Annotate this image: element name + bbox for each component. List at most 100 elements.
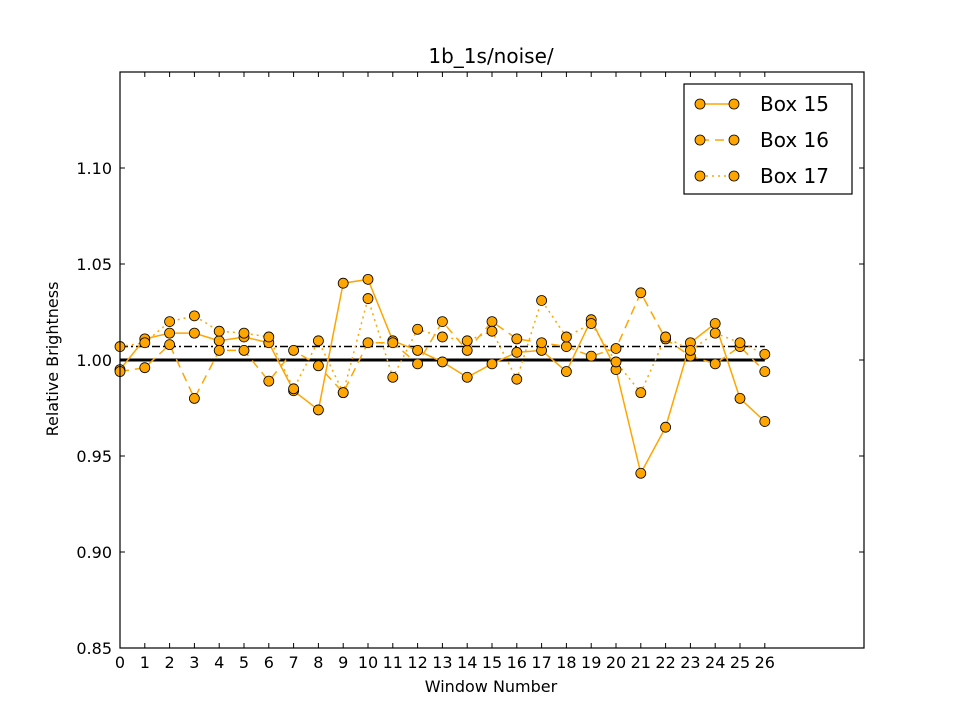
data-point-s3-8 [312,335,324,347]
x-tick-label-3: 3 [189,653,199,672]
data-point-s1-4 [213,335,225,347]
data-point-s1-18 [561,366,572,377]
data-point-s1-22 [660,421,671,433]
x-tick-label-10: 10 [358,653,378,672]
data-point-s3-26 [759,348,771,360]
data-point-s3-1 [139,337,151,349]
plot-area: 0 1 2 3 4 5 6 7 8 9 10 11 12 13 14 15 16 17 18 19 20 21 22 23 24… [76,71,865,672]
data-point-s3-16 [511,373,523,385]
x-tick-label-19: 19 [581,653,601,672]
data-point-s2-11 [387,337,399,349]
data-point-s3-24 [709,327,721,339]
data-point-s1-8 [312,404,324,416]
data-point-s2-14 [461,344,473,356]
data-point-s3-25 [734,337,746,349]
legend-label-1: Box 15 [760,92,829,116]
x-tick-label-25: 25 [730,653,750,672]
data-point-s2-8 [312,360,324,372]
data-point-s2-26 [759,366,771,377]
x-tick-label-7: 7 [289,653,299,672]
data-point-s2-19 [585,350,597,362]
x-tick-label-5: 5 [239,653,249,672]
x-tick-label-18: 18 [556,653,576,672]
data-point-s3-4 [213,325,225,337]
data-point-s2-4 [213,344,225,356]
data-point-s1-26 [759,416,771,427]
data-point-s1-25 [734,392,746,404]
data-point-s3-12 [412,323,424,335]
data-point-s1-3 [188,327,200,339]
x-tick-label-15: 15 [482,653,502,672]
data-point-s3-13 [436,331,448,343]
x-tick-label-12: 12 [407,653,427,672]
data-point-s2-13 [436,316,448,328]
data-point-s3-15 [486,325,498,337]
data-point-s2-10 [362,337,374,349]
data-point-s3-3 [188,310,200,322]
y-tick-label-4: 1.05 [76,255,112,274]
data-point-s3-23 [685,344,696,356]
data-point-s1-10 [362,273,374,285]
x-tick-label-14: 14 [457,653,477,672]
data-point-s3-9 [337,387,349,399]
x-tick-label-9: 9 [338,653,348,672]
legend-marker-a-2 [694,134,706,146]
data-point-s1-15 [486,358,498,370]
legend-marker-b-2 [728,134,740,146]
legend-marker-a-3 [694,170,706,182]
data-point-s2-6 [263,375,275,387]
data-point-s2-16 [511,333,523,345]
x-tick-label-1: 1 [140,653,150,672]
data-point-s2-2 [164,339,176,351]
x-tick-label-23: 23 [680,653,700,672]
legend: Box 15 Box 16 Box 17 [683,83,853,195]
data-point-s2-7 [288,344,300,356]
y-tick-label-5: 1.10 [76,159,112,178]
data-point-s2-1 [139,362,151,374]
y-tick-label-3: 1.00 [76,351,112,370]
chart-title: 1b_1s/noise/ [428,44,553,68]
data-point-s1-14 [461,371,473,383]
data-point-s1-16 [511,346,523,358]
x-tick-label-2: 2 [165,653,175,672]
data-point-s2-3 [188,392,200,404]
x-tick-label-0: 0 [115,653,125,672]
data-point-s2-18 [561,341,572,352]
series-line-3 [119,295,766,395]
data-point-s3-7 [288,383,300,395]
x-tick-label-21: 21 [631,653,651,672]
series-line-1 [119,278,766,476]
series-line-2 [119,291,766,401]
legend-marker-a-1 [694,98,706,110]
data-point-s3-17 [536,295,547,306]
x-tick-label-26: 26 [755,653,775,672]
data-point-s3-18 [561,331,572,343]
x-tick-label-20: 20 [606,653,626,672]
x-tick-label-4: 4 [214,653,224,672]
data-point-s2-17 [536,337,547,349]
data-point-s1-9 [337,277,349,289]
x-tick-label-22: 22 [655,653,675,672]
data-point-s2-21 [635,287,647,299]
data-point-s3-22 [660,331,671,343]
data-point-s2-12 [412,358,424,370]
data-point-s2-15 [486,316,498,328]
data-point-s3-20 [610,356,622,368]
data-point-s3-6 [263,331,275,343]
x-tick-label-6: 6 [264,653,274,672]
legend-label-2: Box 16 [760,128,829,152]
data-point-s3-19 [585,318,597,329]
data-point-s2-24 [709,358,721,370]
x-tick-label-24: 24 [705,653,725,672]
legend-marker-b-1 [728,98,740,110]
legend-label-3: Box 17 [760,164,829,188]
x-axis-label: Window Number [425,677,558,696]
x-tick-label-8: 8 [313,653,323,672]
x-tick-label-13: 13 [432,653,452,672]
data-point-s3-10 [362,293,374,304]
y-axis-label: Relative Brightness [43,282,62,437]
data-point-s3-11 [387,371,399,383]
y-tick-label-1: 0.90 [76,543,112,562]
